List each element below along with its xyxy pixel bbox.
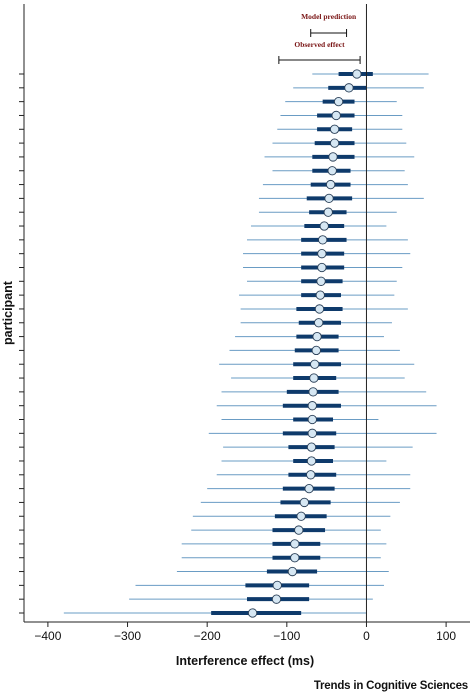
point-estimate: [287, 566, 298, 577]
x-tick-label: −100: [273, 629, 300, 643]
point-estimate: [296, 511, 306, 521]
point-estimate: [323, 207, 333, 217]
inner-intervals: [211, 72, 373, 615]
point-estimate: [310, 359, 320, 369]
point-estimate: [329, 124, 340, 134]
point-estimate: [315, 290, 325, 300]
point-estimate: [271, 594, 282, 604]
point-estimate: [308, 387, 318, 397]
axes: −400 −300 −200 −100 0 100 Interference effect …: [1, 4, 470, 668]
y-axis-label: participant: [1, 280, 15, 345]
point-estimate: [290, 539, 300, 549]
point-estimate: [309, 373, 319, 383]
point-estimate: [307, 401, 317, 411]
point-estimate: [314, 318, 324, 328]
point-estimate: [331, 110, 341, 121]
point-estimate: [306, 470, 316, 480]
point-estimate: [307, 428, 317, 438]
point-estimate: [306, 442, 317, 452]
x-axis-label: Interference effect (ms): [176, 654, 314, 668]
point-estimate: [272, 580, 282, 591]
legend-label: Observed effect: [294, 40, 345, 49]
x-tick-label: −200: [194, 629, 221, 643]
point-estimate: [319, 221, 329, 231]
point-estimate: [324, 193, 334, 204]
point-estimate: [352, 69, 362, 79]
legend: Model prediction Observed effect: [278, 12, 361, 64]
point-estimate: [299, 497, 309, 508]
point-estimate: [318, 235, 328, 245]
point-estimate: [306, 456, 317, 466]
point-estimate: [294, 525, 304, 535]
point-estimate: [316, 276, 326, 286]
journal-footer: Trends in Cognitive Sciences: [313, 680, 468, 692]
point-estimate: [329, 138, 340, 148]
legend-label: Model prediction: [301, 12, 357, 21]
point-estimate: [333, 96, 344, 107]
point-estimate: [328, 152, 338, 162]
point-estimate: [311, 345, 321, 356]
point-estimates: [247, 69, 362, 618]
point-estimate: [317, 262, 327, 273]
point-estimate: [325, 179, 336, 190]
point-estimate: [247, 608, 258, 618]
x-tick-label: 0: [363, 629, 370, 643]
point-estimate: [290, 553, 300, 563]
x-tick-label: 100: [436, 629, 456, 643]
point-estimate: [314, 304, 325, 314]
point-estimate: [344, 83, 354, 93]
x-tick-label: −400: [34, 629, 61, 643]
point-estimate: [327, 166, 337, 176]
point-estimate: [307, 414, 317, 425]
outer-intervals: [63, 73, 437, 614]
point-estimate: [312, 331, 322, 342]
point-estimate: [304, 483, 314, 494]
point-estimate: [317, 249, 327, 259]
x-tick-label: −300: [114, 629, 141, 643]
